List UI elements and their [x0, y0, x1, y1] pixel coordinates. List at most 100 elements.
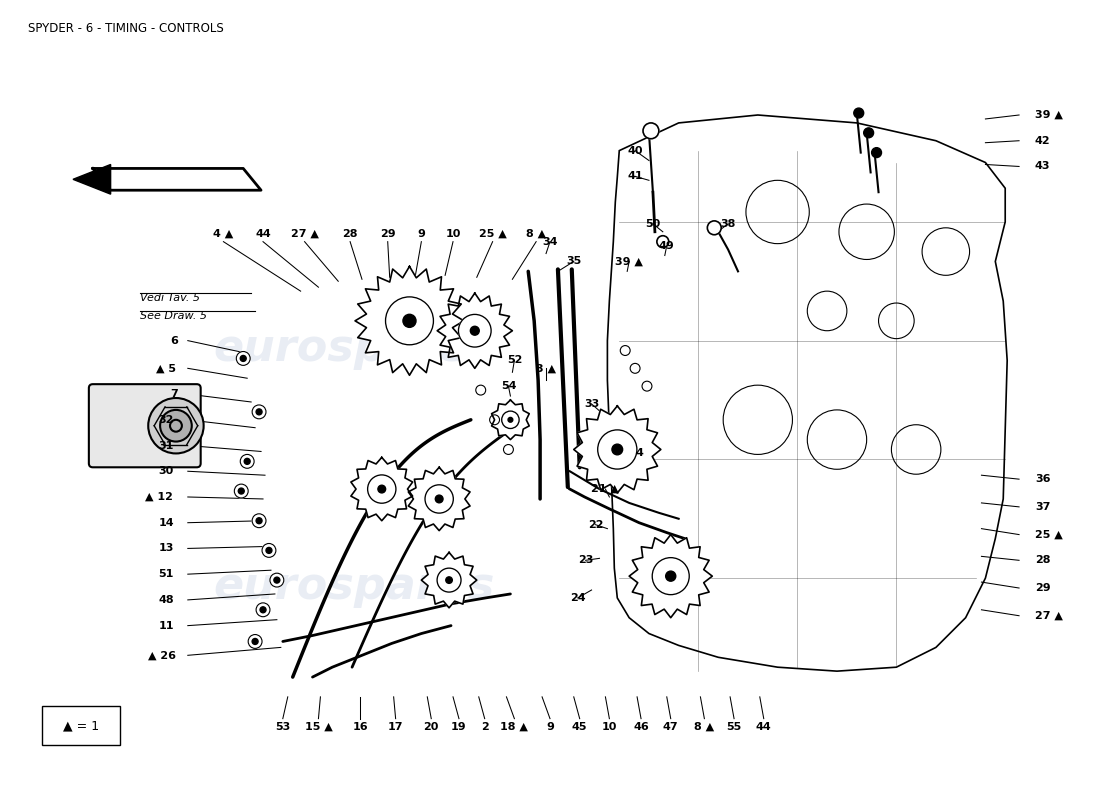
Text: 54: 54 [500, 381, 516, 391]
Circle shape [644, 123, 659, 138]
Text: 52: 52 [507, 355, 522, 366]
Text: 19: 19 [451, 722, 466, 731]
Polygon shape [437, 293, 513, 368]
Text: 25 ▲: 25 ▲ [1035, 530, 1063, 539]
Circle shape [508, 418, 513, 422]
Text: 8 ▲: 8 ▲ [526, 229, 547, 238]
FancyBboxPatch shape [89, 384, 200, 467]
Text: 39 ▲: 39 ▲ [1035, 110, 1063, 120]
Circle shape [425, 485, 453, 513]
Text: 9: 9 [417, 229, 426, 238]
Circle shape [274, 577, 279, 583]
Circle shape [256, 603, 270, 617]
Circle shape [367, 475, 396, 503]
Text: 38: 38 [720, 219, 736, 229]
Circle shape [239, 488, 244, 494]
Text: 44: 44 [255, 229, 271, 238]
Polygon shape [73, 165, 111, 194]
Text: 40: 40 [627, 146, 642, 156]
Circle shape [839, 204, 894, 259]
Text: 16: 16 [352, 722, 367, 731]
Text: 3 ▲: 3 ▲ [536, 363, 556, 374]
Text: SPYDER - 6 - TIMING - CONTROLS: SPYDER - 6 - TIMING - CONTROLS [28, 22, 223, 35]
Text: 36: 36 [1035, 474, 1050, 484]
Text: ▲ 12: ▲ 12 [145, 492, 173, 502]
Circle shape [471, 326, 480, 335]
Circle shape [612, 444, 623, 455]
Circle shape [854, 108, 864, 118]
Polygon shape [574, 406, 661, 493]
Circle shape [504, 445, 514, 454]
Circle shape [252, 405, 266, 419]
Text: 23: 23 [578, 555, 593, 566]
Polygon shape [421, 552, 476, 608]
Text: 8 ▲: 8 ▲ [694, 722, 714, 731]
Text: 10: 10 [602, 722, 617, 731]
Text: Vedi Tav. 5: Vedi Tav. 5 [141, 293, 200, 303]
Text: 24: 24 [570, 593, 585, 603]
Text: 4 ▲: 4 ▲ [213, 229, 233, 238]
Circle shape [597, 430, 637, 469]
Circle shape [148, 398, 204, 454]
Circle shape [459, 314, 491, 347]
Circle shape [922, 228, 969, 275]
Text: See Draw. 5: See Draw. 5 [141, 311, 207, 321]
Circle shape [642, 381, 652, 391]
Polygon shape [92, 169, 261, 190]
Circle shape [161, 410, 191, 442]
Polygon shape [351, 458, 412, 521]
Text: 15 ▲: 15 ▲ [305, 722, 332, 731]
Polygon shape [607, 115, 1008, 671]
Circle shape [657, 236, 669, 248]
Text: ▲ 26: ▲ 26 [148, 650, 176, 660]
Circle shape [260, 607, 266, 613]
Circle shape [807, 410, 867, 470]
Text: ▲ = 1: ▲ = 1 [63, 719, 99, 732]
Circle shape [262, 543, 276, 558]
Polygon shape [408, 467, 470, 530]
Text: 10: 10 [446, 229, 461, 238]
Text: 48: 48 [158, 595, 174, 605]
Circle shape [234, 484, 249, 498]
Circle shape [630, 363, 640, 374]
Circle shape [266, 547, 272, 554]
Text: 14: 14 [158, 518, 174, 528]
Text: eurospares: eurospares [213, 327, 495, 370]
Text: 51: 51 [158, 569, 174, 579]
Circle shape [252, 638, 258, 645]
Text: 4: 4 [635, 449, 643, 458]
Text: 6: 6 [170, 336, 178, 346]
Text: 30: 30 [158, 466, 174, 476]
Text: eurospares: eurospares [213, 565, 495, 607]
Polygon shape [355, 266, 464, 375]
Text: 20: 20 [424, 722, 439, 731]
Circle shape [807, 291, 847, 330]
Text: 50: 50 [646, 219, 660, 229]
Text: 47: 47 [663, 722, 679, 731]
FancyBboxPatch shape [42, 706, 120, 746]
Circle shape [502, 411, 519, 429]
Text: ▲ 5: ▲ 5 [156, 363, 176, 374]
Circle shape [490, 415, 499, 425]
Text: 27 ▲: 27 ▲ [290, 229, 319, 238]
Text: 7: 7 [170, 389, 178, 399]
Text: 28: 28 [342, 229, 358, 238]
Text: 37: 37 [1035, 502, 1050, 512]
Text: 42: 42 [1035, 136, 1050, 146]
Text: 22: 22 [587, 520, 603, 530]
Text: 33: 33 [584, 399, 600, 409]
Text: 55: 55 [726, 722, 741, 731]
Circle shape [746, 180, 810, 244]
Text: 43: 43 [1035, 162, 1050, 171]
Text: 35: 35 [566, 257, 582, 266]
Text: 27 ▲: 27 ▲ [1035, 610, 1063, 621]
Circle shape [723, 385, 792, 454]
Circle shape [378, 486, 386, 493]
Text: 29: 29 [1035, 583, 1050, 593]
Text: 9: 9 [546, 722, 554, 731]
Text: 11: 11 [158, 621, 174, 630]
Polygon shape [629, 534, 713, 618]
Text: 21 ▲: 21 ▲ [592, 484, 619, 494]
Circle shape [256, 518, 262, 524]
Text: 44: 44 [756, 722, 771, 731]
